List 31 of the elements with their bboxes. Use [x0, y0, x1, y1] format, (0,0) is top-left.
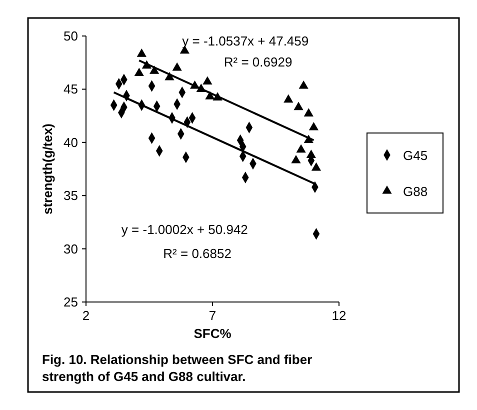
point	[296, 144, 306, 153]
y-tick-label: 45	[64, 82, 78, 97]
annotation: R² = 0.6929	[224, 54, 292, 70]
point	[298, 80, 308, 89]
point	[304, 108, 314, 116]
point	[311, 162, 322, 171]
point	[308, 122, 319, 130]
point	[172, 62, 182, 71]
x-tick-label: 2	[82, 308, 90, 323]
y-tick-label: 30	[64, 241, 78, 256]
y-axis-title: strength(g/tex)	[40, 124, 55, 214]
point	[136, 48, 146, 57]
x-tick-label: 12	[332, 308, 346, 323]
x-axis-title: SFC%	[194, 326, 232, 341]
point	[150, 66, 160, 74]
point	[284, 94, 294, 103]
point	[134, 68, 144, 76]
point	[202, 76, 212, 85]
point	[294, 102, 304, 110]
legend-label: G45	[403, 148, 428, 163]
point	[291, 154, 301, 164]
point	[306, 150, 316, 158]
annotation: R² = 0.6852	[163, 246, 232, 262]
annotation: y = -1.0002x + 50.942	[121, 222, 248, 238]
x-tick-label: 7	[208, 308, 216, 323]
y-tick-label: 50	[64, 28, 78, 44]
y-tick-label: 35	[64, 188, 78, 204]
caption: Fig. 10. Relationship between SFC and fiber strength of G45 and G88 cultivar.	[42, 352, 312, 384]
y-tick-label: 25	[64, 294, 78, 310]
y-tick-label: 40	[64, 134, 78, 150]
legend-label: G88	[403, 184, 428, 199]
